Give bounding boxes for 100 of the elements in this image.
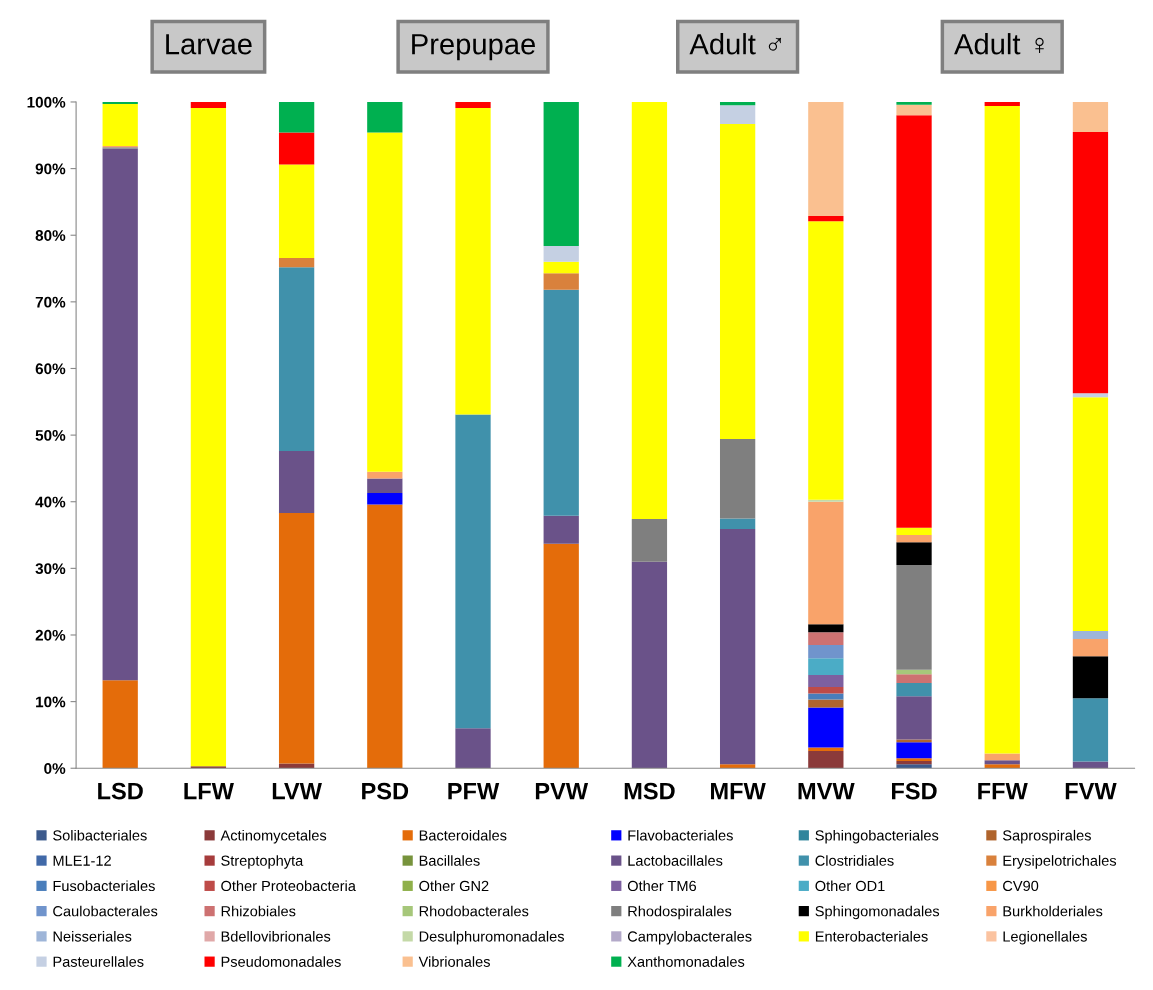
y-tick-label: 100% (27, 96, 66, 108)
legend-label: Burkholderiales (1003, 905, 1103, 917)
bar (984, 101, 1020, 106)
bar (278, 513, 315, 764)
legend-label: Clostridiales (815, 855, 894, 866)
bar (278, 101, 315, 133)
legend-label: MLE1-12 (53, 855, 111, 866)
legend-label: Xanthomonadales (627, 956, 745, 967)
legend-label: Bacillales (419, 855, 480, 866)
bar (278, 267, 315, 452)
x-tick-label: PFW (448, 783, 500, 800)
bar (984, 764, 1020, 769)
bar (278, 451, 315, 514)
bar (367, 101, 403, 133)
legend-label: Desulphuromonadales (419, 930, 565, 945)
x-tick-label: PSD (362, 782, 409, 800)
legend-label: Lactobacillales (628, 855, 723, 866)
bar (808, 221, 844, 500)
legend-label: Pseudomonadales (221, 956, 341, 967)
bar (896, 742, 932, 759)
legend-label: Bacteroidales (419, 829, 507, 841)
bar (1072, 630, 1109, 639)
y-tick-label: 50% (35, 429, 66, 441)
bar (808, 499, 844, 502)
bar (455, 414, 491, 729)
bar (543, 273, 579, 290)
legend-label: Streptophyta (221, 855, 304, 869)
bar (808, 624, 844, 633)
bar (719, 439, 756, 519)
x-tick-label: PVW (535, 783, 589, 800)
bar (367, 493, 403, 505)
legend-label: Rhizobiales (221, 905, 296, 917)
bar (719, 529, 756, 765)
y-tick-label: 20% (35, 629, 66, 641)
bar (543, 543, 579, 769)
bar (896, 565, 932, 670)
bar (102, 103, 138, 146)
bar (278, 257, 315, 268)
legend-label: Actinomycetales (220, 829, 327, 844)
bar (278, 132, 315, 165)
bar (808, 658, 844, 675)
x-tick-label: LSD (98, 782, 143, 800)
bar (455, 101, 491, 108)
legend-label: Other Proteobacteria (221, 880, 356, 892)
y-tick-label: 70% (35, 296, 66, 308)
x-tick-label: LVW (272, 783, 322, 800)
bar (543, 101, 579, 246)
bar (1072, 131, 1109, 394)
bar (719, 105, 756, 124)
bar (896, 764, 932, 769)
legend-label: Fusobacteriales (53, 880, 155, 892)
bar (719, 123, 756, 440)
bar (455, 107, 491, 415)
legend-label: Enterobacteriales (815, 930, 928, 942)
legend-label: CV90 (1003, 880, 1039, 892)
bar (808, 674, 844, 687)
bar (808, 644, 844, 659)
bar (896, 542, 932, 566)
bar (190, 766, 227, 769)
legend-label: Other GN2 (419, 880, 489, 892)
bar (190, 107, 227, 767)
bar (896, 760, 932, 765)
x-tick-label: LFW (184, 783, 234, 800)
bar (896, 527, 932, 536)
bar (1072, 638, 1109, 657)
bar (543, 515, 579, 544)
legend-label: Erysipelotrichales (1003, 855, 1117, 869)
bar (808, 693, 844, 700)
bar (367, 478, 403, 494)
bar (808, 215, 844, 222)
text: Prepupae (412, 34, 535, 61)
bar (896, 535, 932, 543)
bar (102, 680, 138, 769)
legend-label: Caulobacterales (53, 905, 158, 917)
bar (543, 245, 579, 262)
legend-label: Rhodospiralales (628, 905, 732, 920)
bar (190, 101, 227, 108)
bar (367, 504, 403, 769)
legend-label: Other OD1 (815, 880, 885, 892)
bar (1072, 656, 1109, 699)
y-tick-label: 30% (35, 563, 66, 575)
legend-label: Pasteurellales (53, 956, 144, 967)
legend-label: Flavobacteriales (628, 829, 733, 841)
legend-label: Vibrionales (418, 956, 490, 967)
bar (896, 674, 932, 683)
bar (808, 699, 844, 708)
x-tick-label: MVW (798, 783, 855, 800)
bar (984, 105, 1020, 754)
text: Adult ♂ (689, 33, 782, 55)
bar (1072, 698, 1109, 762)
legend-label: Neisseriales (53, 930, 132, 942)
bar (631, 101, 668, 520)
x-tick-label: FSD (892, 782, 937, 800)
text: Adult ♀ (954, 33, 1044, 55)
text: Larvae (166, 34, 252, 55)
x-tick-label: MSD (624, 782, 675, 800)
y-tick-label: 60% (35, 363, 66, 375)
y-tick-label: 90% (35, 163, 66, 175)
bar (808, 686, 844, 694)
bar (896, 696, 932, 740)
